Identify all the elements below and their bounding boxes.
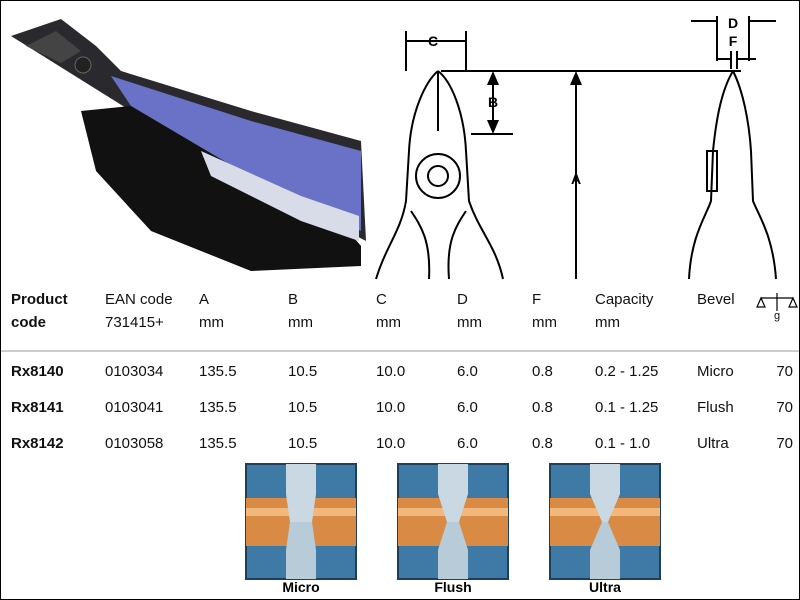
- front-view-drawing: [375, 31, 741, 280]
- table-cell: 0.8: [532, 399, 553, 416]
- dim-label: D: [728, 15, 738, 31]
- blade: [438, 464, 468, 522]
- header-cell: Capacity: [595, 291, 654, 308]
- dim-label: A: [571, 171, 581, 187]
- header-cell: mm: [199, 314, 224, 331]
- bevel-diagram: [245, 463, 357, 580]
- header-cell: F: [532, 291, 541, 308]
- blade: [286, 522, 316, 579]
- table-cell: 10.5: [288, 363, 317, 380]
- header-cell: Bevel: [697, 291, 735, 308]
- bevel-diagram: [549, 463, 661, 580]
- dim-label: F: [729, 33, 738, 49]
- table-cell: 70: [776, 363, 793, 380]
- header-cell: mm: [532, 314, 557, 331]
- table-cell: Rx8142: [11, 435, 64, 452]
- bevel-label: Micro: [282, 579, 319, 595]
- header-cell: 731415+: [105, 314, 164, 331]
- table-cell: 0.1 - 1.25: [595, 399, 658, 416]
- bevel-label: Flush: [434, 579, 471, 595]
- header-cell: D: [457, 291, 468, 308]
- bevel-label: Ultra: [589, 579, 621, 595]
- dim-label: B: [488, 94, 498, 110]
- product-photo: [11, 19, 366, 271]
- table-cell: 135.5: [199, 435, 237, 452]
- dim-label: C: [428, 33, 438, 49]
- table-cell: 0103058: [105, 435, 163, 452]
- header-cell: mm: [457, 314, 482, 331]
- blade: [590, 464, 620, 522]
- table-cell: 0.8: [532, 363, 553, 380]
- table-cell: 0.2 - 1.25: [595, 363, 658, 380]
- table-cell: Ultra: [697, 435, 729, 452]
- side-view-drawing: [688, 16, 777, 280]
- table-cell: 135.5: [199, 363, 237, 380]
- blade: [590, 522, 620, 579]
- header-cell: mm: [376, 314, 401, 331]
- header-cell: A: [199, 291, 209, 308]
- blade: [438, 522, 468, 579]
- header-cell: mm: [288, 314, 313, 331]
- header-cell: EAN code: [105, 291, 173, 308]
- table-cell: 10.5: [288, 435, 317, 452]
- table-cell: 0103041: [105, 399, 163, 416]
- table-cell: 0.8: [532, 435, 553, 452]
- table-cell: Rx8140: [11, 363, 64, 380]
- header-cell: Product: [11, 291, 68, 308]
- table-cell: Flush: [697, 399, 734, 416]
- bevel-diagram: [397, 463, 509, 580]
- table-cell: 0.1 - 1.0: [595, 435, 650, 452]
- table-cell: 70: [776, 399, 793, 416]
- table-cell: 10.0: [376, 363, 405, 380]
- table-cell: 10.0: [376, 435, 405, 452]
- blade: [286, 464, 316, 522]
- table-cell: 6.0: [457, 363, 478, 380]
- table-cell: 6.0: [457, 399, 478, 416]
- scale-icon: [756, 293, 798, 311]
- table-cell: 10.0: [376, 399, 405, 416]
- table-cell: 135.5: [199, 399, 237, 416]
- table-cell: Micro: [697, 363, 734, 380]
- header-cell: mm: [595, 314, 620, 331]
- header-cell: g: [774, 310, 780, 322]
- table-cell: 6.0: [457, 435, 478, 452]
- table-cell: 0103034: [105, 363, 163, 380]
- table-cell: 70: [776, 435, 793, 452]
- header-cell: C: [376, 291, 387, 308]
- header-cell: code: [11, 314, 46, 331]
- table-cell: 10.5: [288, 399, 317, 416]
- header-cell: B: [288, 291, 298, 308]
- table-cell: Rx8141: [11, 399, 64, 416]
